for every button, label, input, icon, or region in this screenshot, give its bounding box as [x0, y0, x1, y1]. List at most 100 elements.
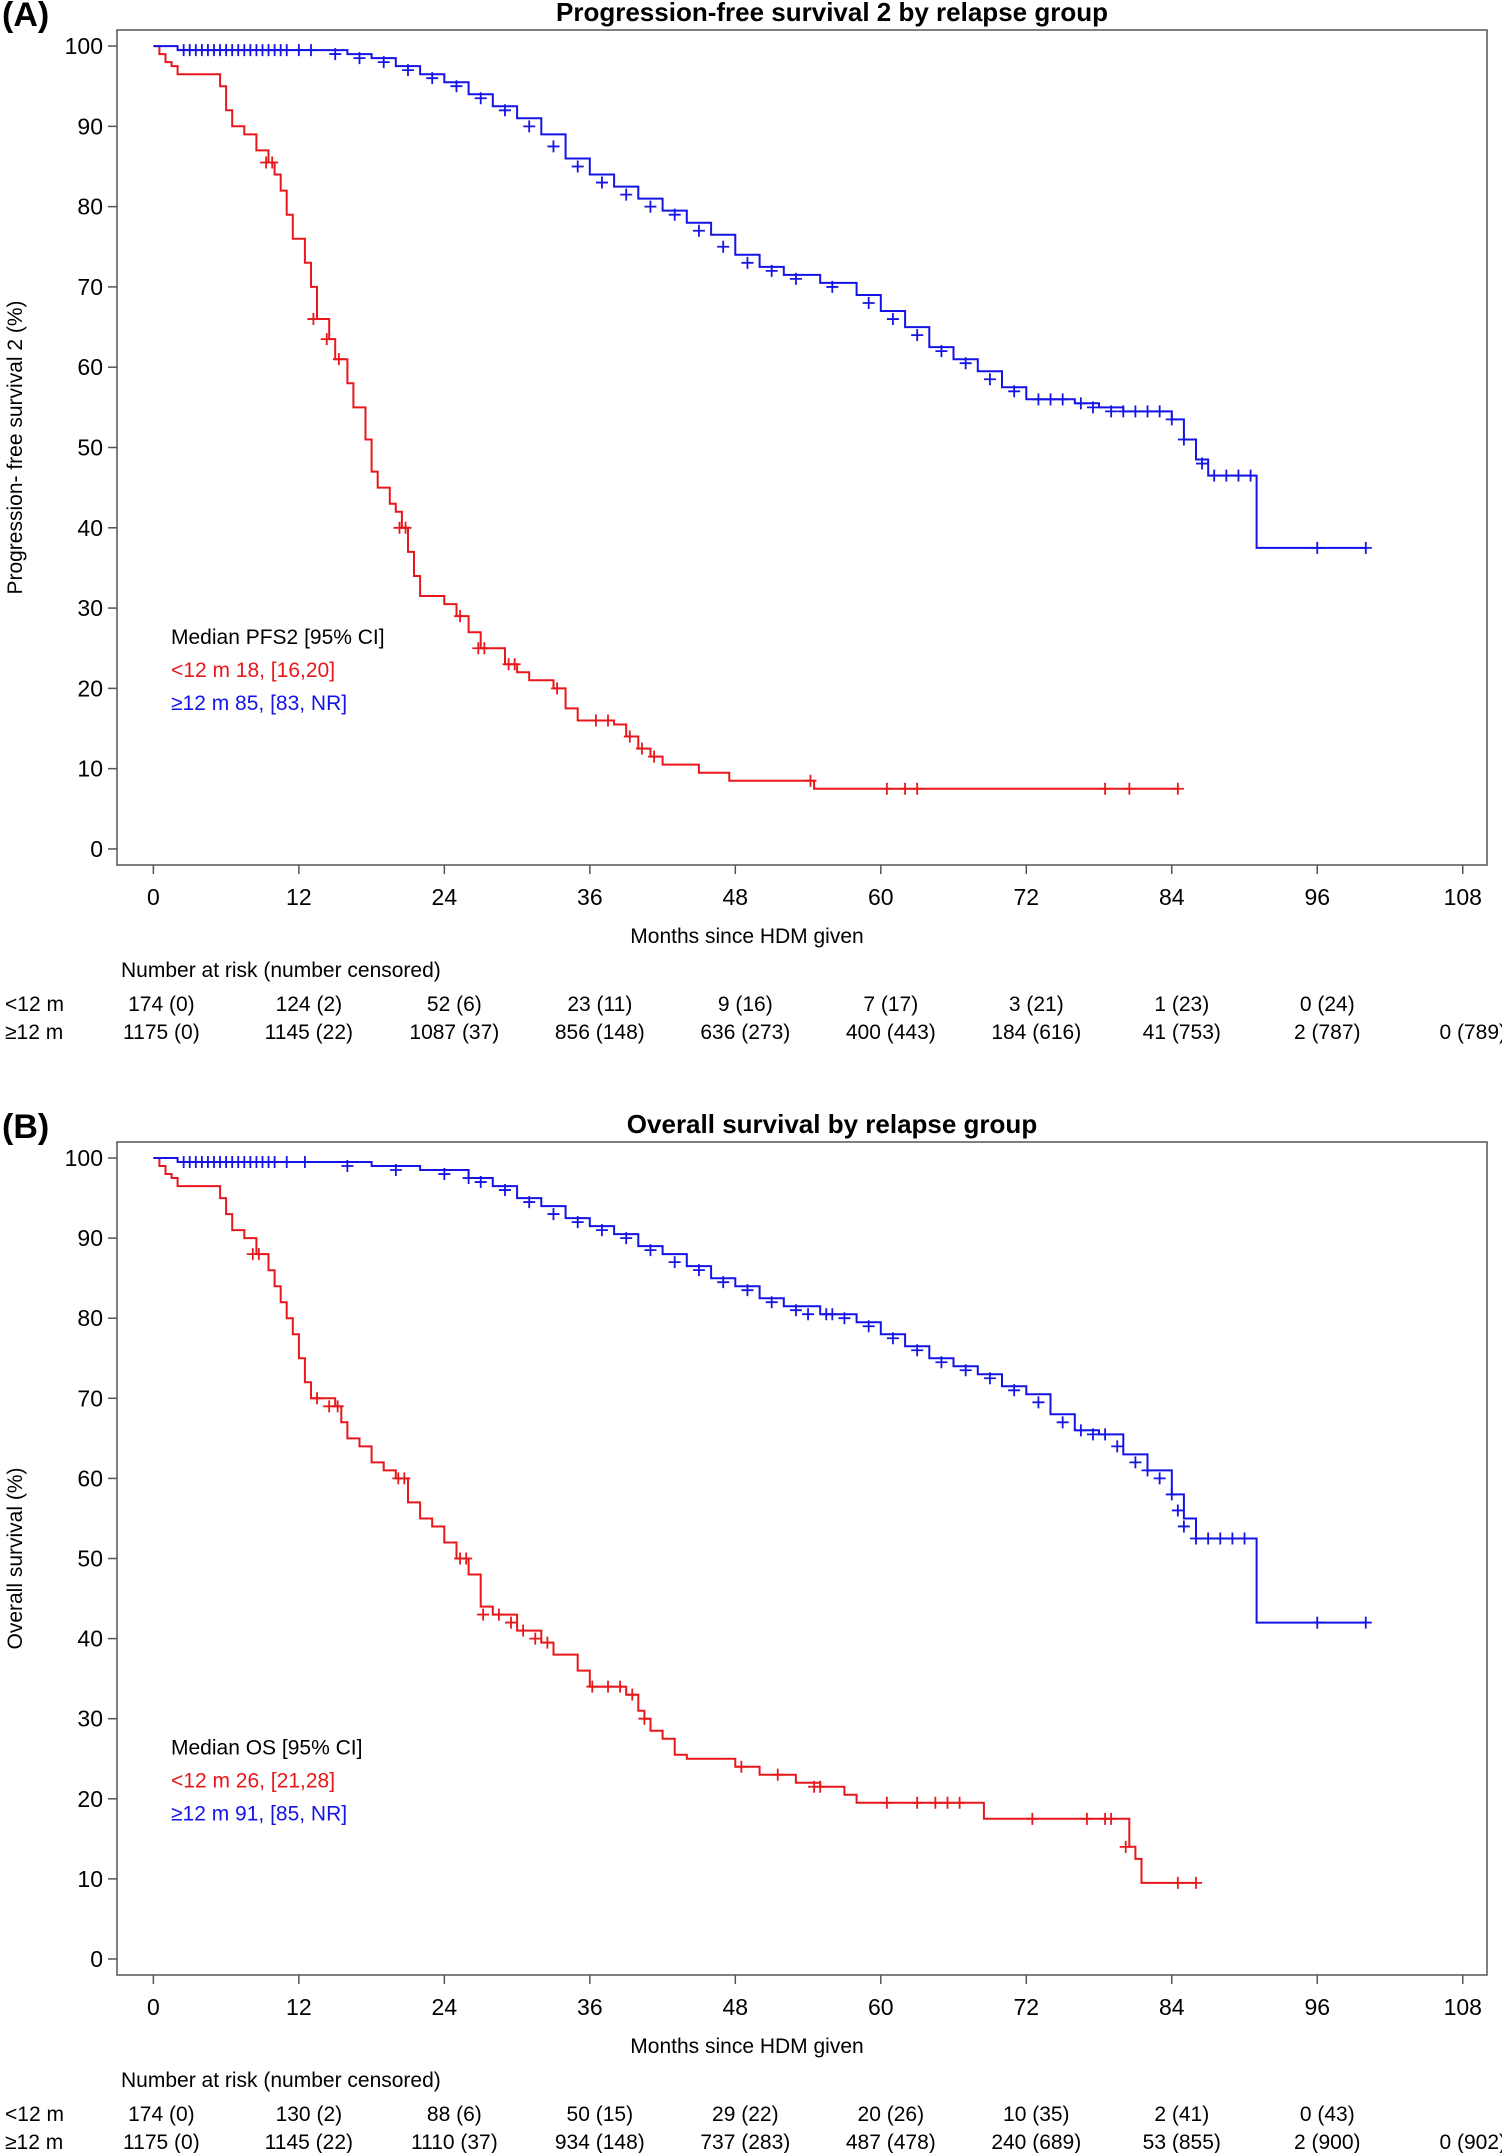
y-tick-label: 0 — [90, 836, 103, 862]
censor-mark-lt12 — [551, 682, 564, 695]
x-tick-label: 60 — [868, 884, 894, 910]
y-tick-label: 40 — [77, 515, 103, 541]
censor-mark-ge12 — [1074, 1424, 1087, 1437]
risk-table-cell: 240 (689) — [991, 2131, 1081, 2153]
censor-mark-ge12 — [1202, 1532, 1215, 1545]
censor-mark-lt12 — [332, 353, 345, 366]
censor-mark-lt12 — [614, 1680, 627, 1693]
censor-mark-ge12 — [1141, 405, 1154, 418]
censor-mark-lt12 — [1171, 1876, 1184, 1889]
censor-mark-lt12 — [1190, 1876, 1203, 1889]
censor-mark-ge12 — [1117, 405, 1130, 418]
survival-curve-ge12 — [153, 1157, 1366, 1624]
legend-entry: <12 m 18, [16,20] — [171, 659, 335, 682]
censor-mark-ge12 — [595, 176, 608, 189]
censor-mark-ge12 — [571, 160, 584, 173]
risk-table-cell: 1110 (37) — [411, 2131, 498, 2153]
censor-mark-ge12 — [1086, 401, 1099, 414]
censor-mark-lt12 — [735, 1760, 748, 1773]
x-tick-label: 96 — [1304, 1994, 1330, 2020]
censor-mark-ge12 — [389, 1164, 402, 1177]
plot-frame — [116, 29, 1488, 866]
censor-mark-ge12 — [959, 357, 972, 370]
legend-entry: <12 m 26, [21,28] — [171, 1770, 335, 1793]
censor-mark-ge12 — [886, 1332, 899, 1345]
censor-mark-ge12 — [1105, 405, 1118, 418]
y-tick-label: 80 — [77, 194, 103, 220]
censor-mark-ge12 — [1214, 1532, 1227, 1545]
censor-mark-lt12 — [880, 1796, 893, 1809]
risk-table-header: Number at risk (number censored) — [121, 959, 441, 982]
censor-mark-lt12 — [602, 714, 615, 727]
censor-mark-lt12 — [1171, 782, 1184, 795]
censor-mark-ge12 — [862, 296, 875, 309]
censor-mark-ge12 — [741, 1284, 754, 1297]
censor-mark-ge12 — [911, 1344, 924, 1357]
censor-mark-lt12 — [460, 1552, 473, 1565]
censor-mark-ge12 — [1086, 1428, 1099, 1441]
censor-mark-lt12 — [880, 782, 893, 795]
censor-mark-ge12 — [1359, 541, 1372, 554]
risk-table-cell: 1175 (0) — [123, 1021, 200, 1044]
censor-mark-lt12 — [307, 313, 320, 326]
risk-table-cell: 934 (148) — [555, 2131, 645, 2153]
censor-mark-ge12 — [280, 44, 293, 57]
censor-mark-lt12 — [814, 1780, 827, 1793]
x-tick-label: 96 — [1304, 884, 1330, 910]
risk-table-cell: 10 (35) — [1003, 2103, 1070, 2126]
y-tick-label: 90 — [77, 113, 103, 139]
censor-mark-lt12 — [252, 1248, 265, 1261]
chart-title: Overall survival by relapse group — [627, 1109, 1037, 1139]
censor-mark-ge12 — [377, 56, 390, 69]
censor-mark-lt12 — [1119, 1840, 1132, 1853]
y-tick-label: 100 — [65, 1145, 103, 1171]
censor-mark-ge12 — [547, 1208, 560, 1221]
legend-entry: ≥12 m 85, [83, NR] — [171, 692, 347, 715]
risk-table-cell: 737 (283) — [700, 2131, 790, 2153]
censor-mark-ge12 — [765, 1296, 778, 1309]
risk-table-cell: 184 (616) — [991, 1021, 1081, 1044]
risk-table-cell: 2 (900) — [1294, 2131, 1361, 2153]
x-tick-label: 72 — [1013, 1994, 1039, 2020]
censor-mark-ge12 — [765, 264, 778, 277]
censor-mark-ge12 — [826, 1308, 839, 1321]
x-tick-label: 48 — [723, 1994, 749, 2020]
censor-mark-ge12 — [1165, 1488, 1178, 1501]
censor-mark-ge12 — [1190, 1532, 1203, 1545]
censor-mark-lt12 — [623, 730, 636, 743]
risk-table-cell: 23 (11) — [567, 993, 632, 1016]
y-tick-label: 10 — [77, 1866, 103, 1892]
censor-mark-ge12 — [983, 373, 996, 386]
x-tick-label: 60 — [868, 1994, 894, 2020]
risk-table-cell: 400 (443) — [846, 1021, 936, 1044]
risk-table-cell: 88 (6) — [427, 2103, 482, 2126]
censor-mark-lt12 — [626, 1688, 639, 1701]
x-tick-label: 12 — [286, 884, 312, 910]
censor-mark-ge12 — [1044, 393, 1057, 406]
censor-mark-ge12 — [1008, 1384, 1021, 1397]
risk-table-header: Number at risk (number censored) — [121, 2069, 441, 2092]
risk-table-cell: 2 (787) — [1294, 1021, 1361, 1044]
risk-table-cell: 0 (789) — [1439, 1021, 1502, 1044]
censor-mark-ge12 — [668, 1256, 681, 1269]
y-axis-label: Progression- free survival 2 (%) — [4, 300, 27, 594]
censor-mark-ge12 — [886, 313, 899, 326]
censor-mark-ge12 — [1153, 405, 1166, 418]
risk-row-label: <12 m — [5, 2103, 64, 2126]
censor-mark-lt12 — [320, 333, 333, 346]
y-tick-label: 90 — [77, 1225, 103, 1251]
censor-mark-lt12 — [602, 1680, 615, 1693]
risk-table-cell: 52 (6) — [427, 993, 482, 1016]
censor-mark-ge12 — [595, 1224, 608, 1237]
censor-mark-ge12 — [741, 256, 754, 269]
censor-mark-ge12 — [911, 329, 924, 342]
censor-mark-ge12 — [1196, 457, 1209, 470]
censor-mark-lt12 — [589, 714, 602, 727]
censor-mark-ge12 — [1244, 469, 1257, 482]
censor-mark-ge12 — [1056, 1416, 1069, 1429]
censor-mark-ge12 — [1074, 397, 1087, 410]
y-tick-label: 80 — [77, 1305, 103, 1331]
censor-mark-lt12 — [638, 1712, 651, 1725]
risk-row-label: ≥12 m — [5, 2131, 63, 2153]
